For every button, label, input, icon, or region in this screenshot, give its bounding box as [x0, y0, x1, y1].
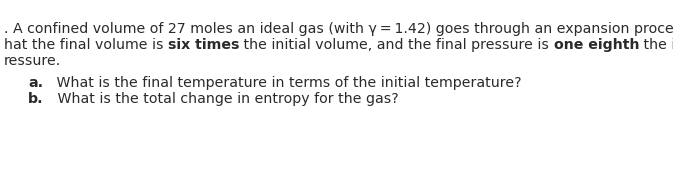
Text: b.: b. [28, 92, 44, 106]
Text: ressure.: ressure. [4, 54, 61, 68]
Text: . A confined volume of 27 moles an ideal gas (with γ = 1.42) goes through an exp: . A confined volume of 27 moles an ideal… [4, 22, 673, 36]
Text: the initial: the initial [639, 38, 673, 52]
Text: one eighth: one eighth [554, 38, 639, 52]
Text: What is the final temperature in terms of the initial temperature?: What is the final temperature in terms o… [43, 76, 522, 90]
Text: the initial volume, and the final pressure is: the initial volume, and the final pressu… [240, 38, 554, 52]
Text: six times: six times [168, 38, 240, 52]
Text: hat the final volume is: hat the final volume is [4, 38, 168, 52]
Text: a.: a. [28, 76, 43, 90]
Text: What is the total change in entropy for the gas?: What is the total change in entropy for … [44, 92, 398, 106]
